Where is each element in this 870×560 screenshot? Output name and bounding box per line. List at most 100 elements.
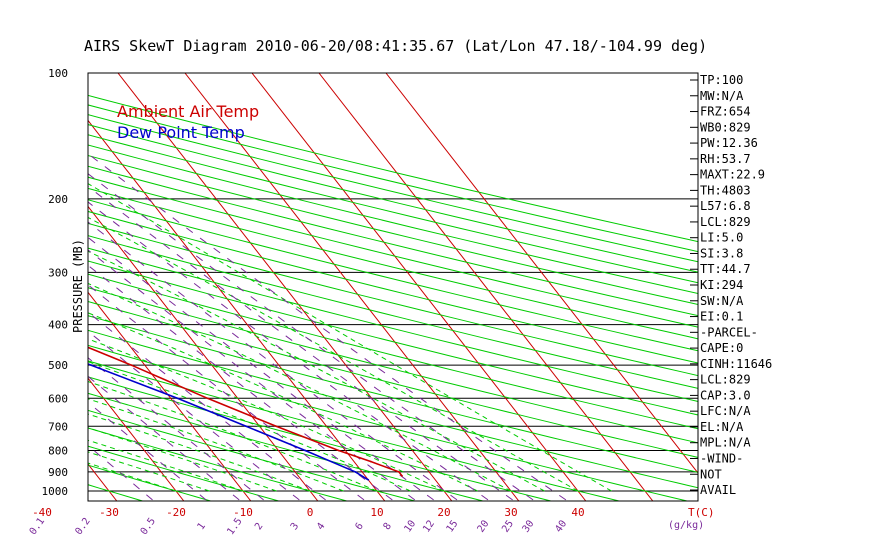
dry-adiabat-140: [88, 222, 698, 377]
mixing-ratio-line-12: [88, 236, 434, 501]
air-temp-point-5: [206, 397, 209, 400]
dry-adiabat-50: [88, 344, 690, 501]
index-item: WB0:829: [700, 120, 751, 134]
plot-area: [0, 73, 698, 501]
mixing-ratio-line-1.5: [88, 375, 240, 501]
mixing-ratio-tick-label: 40: [553, 518, 569, 534]
index-item: EL:N/A: [700, 420, 744, 434]
dry-adiabat-170: [88, 187, 698, 340]
mixing-ratio-line-10: [88, 249, 416, 501]
mixing-ratio-tick-label: 15: [445, 518, 461, 534]
dry-adiabat-150: [88, 210, 698, 364]
isotherm-0: [88, 205, 319, 501]
index-item: NOT: [700, 467, 722, 481]
isotherm--10: [88, 291, 252, 501]
index-item: MW:N/A: [700, 89, 744, 103]
y-axis-label: PRESSURE (MB): [71, 239, 85, 333]
index-item: FRZ:654: [700, 105, 751, 119]
pressure-tick-label: 400: [48, 319, 68, 332]
mixing-ratio-line-25: [88, 185, 513, 501]
bottom-tick-label: 0: [307, 506, 314, 519]
plot-frame: [87, 72, 699, 502]
isotherm--30: [88, 463, 118, 501]
mixing-ratio-tick-label: 3: [289, 521, 301, 532]
isotherm-60: [385, 73, 698, 474]
ambient-air-temp-line: [88, 346, 403, 477]
dry-adiabat-10: [88, 409, 417, 501]
dry-adiabat-210: [88, 144, 698, 295]
isotherm--40: [0, 73, 50, 501]
pressure-tick-label: 200: [48, 193, 68, 206]
mixing-ratio-tick-label: 12: [421, 518, 437, 534]
moist-adiabat-10: [88, 380, 378, 492]
mixing-ratio-line-40: [88, 153, 567, 501]
pressure-tick-label: 700: [48, 420, 68, 433]
isotherm-40: [251, 73, 587, 501]
index-item: -PARCEL-: [700, 325, 758, 339]
bottom-tick-label: 10: [370, 506, 383, 519]
bottom-tick-label: -30: [99, 506, 119, 519]
mixing-ratio-tick-label: 0.1: [28, 516, 47, 537]
mixing-ratio-tick-label: 30: [521, 518, 537, 534]
moist-adiabat-lines: [88, 183, 612, 492]
dry-adiabat-100: [88, 273, 698, 430]
bottom-tick-label: -20: [166, 506, 186, 519]
air-temp-point-3: [337, 449, 340, 452]
bottom-tick-label: 40: [571, 506, 584, 519]
pressure-ticks: 100 200 300 400 500 600 700 800 900 1000: [42, 67, 69, 498]
dry-adiabat-190: [88, 165, 698, 317]
dry-adiabat-260: [88, 94, 698, 243]
mixing-ratio-tick-label: 20: [476, 518, 492, 534]
pressure-tick-label: 100: [48, 67, 68, 80]
mixing-ratio-ticks: 0.1 0.2 0.5 1 1.5 2 3 4 6 8 10 12 15 20 25 30 40 (g/kg): [28, 516, 704, 537]
dry-adiabat-230: [88, 124, 698, 273]
dry-adiabat-90: [88, 287, 698, 444]
mixing-ratio-tick-label: 0.5: [139, 516, 158, 537]
index-item: LI:5.0: [700, 231, 743, 245]
mixing-ratio-tick-label: 6: [353, 521, 365, 532]
index-item: CINH:11646: [700, 357, 772, 371]
index-item: SW:N/A: [700, 294, 744, 308]
moist-adiabat-5: [88, 398, 344, 492]
dry-adiabat-240: [88, 114, 698, 263]
legend: Ambient Air Temp Dew Point Temp: [117, 102, 259, 142]
dry-adiabat-20: [88, 392, 485, 501]
index-item: LFC:N/A: [700, 404, 751, 418]
mixing-ratio-tick-label: 10: [402, 518, 418, 534]
index-item: MPL:N/A: [700, 436, 751, 450]
moist-adiabat-30: [88, 282, 512, 492]
dew-point-point-5: [90, 364, 93, 367]
air-temp-point-2: [369, 460, 372, 463]
bottom-tick-label: -10: [233, 506, 253, 519]
pressure-tick-label: 1000: [42, 485, 69, 498]
dry-adiabat-60: [88, 329, 698, 489]
air-temp-point-1: [398, 470, 400, 473]
index-item: PW:12.36: [700, 136, 758, 150]
mixing-ratio-line-0.1: [0, 147, 42, 500]
index-item: LCL:829: [700, 215, 751, 229]
dry-adiabat-80: [88, 300, 698, 458]
mixing-ratio-tick-label: 0.2: [73, 516, 92, 537]
mixing-ratio-tick-label: 2: [253, 521, 265, 532]
temperature-unit-label: T(C): [688, 506, 715, 519]
air-temp-point-4: [275, 425, 278, 428]
index-item: TP:100: [700, 73, 743, 87]
dry-adiabat--10: [88, 445, 281, 501]
moist-adiabat-45: [88, 183, 612, 492]
air-temp-point-7: [32, 324, 34, 326]
moist-adiabat--10: [88, 439, 244, 492]
mixing-ratio-lines: [0, 147, 567, 501]
index-item: EI:0.1: [700, 310, 743, 324]
moist-adiabat--5: [88, 427, 277, 492]
index-item: TH:4803: [700, 183, 751, 197]
legend-dew-point-temp: Dew Point Temp: [117, 123, 245, 142]
dry-adiabat-110: [88, 260, 698, 416]
bottom-tick-label: 20: [437, 506, 450, 519]
index-item: AVAIL: [700, 483, 736, 497]
pressure-tick-label: 500: [48, 359, 68, 372]
mixing-ratio-line-15: [88, 221, 458, 501]
mixing-ratio-line-30: [88, 173, 534, 501]
index-item: SI:3.8: [700, 246, 743, 260]
